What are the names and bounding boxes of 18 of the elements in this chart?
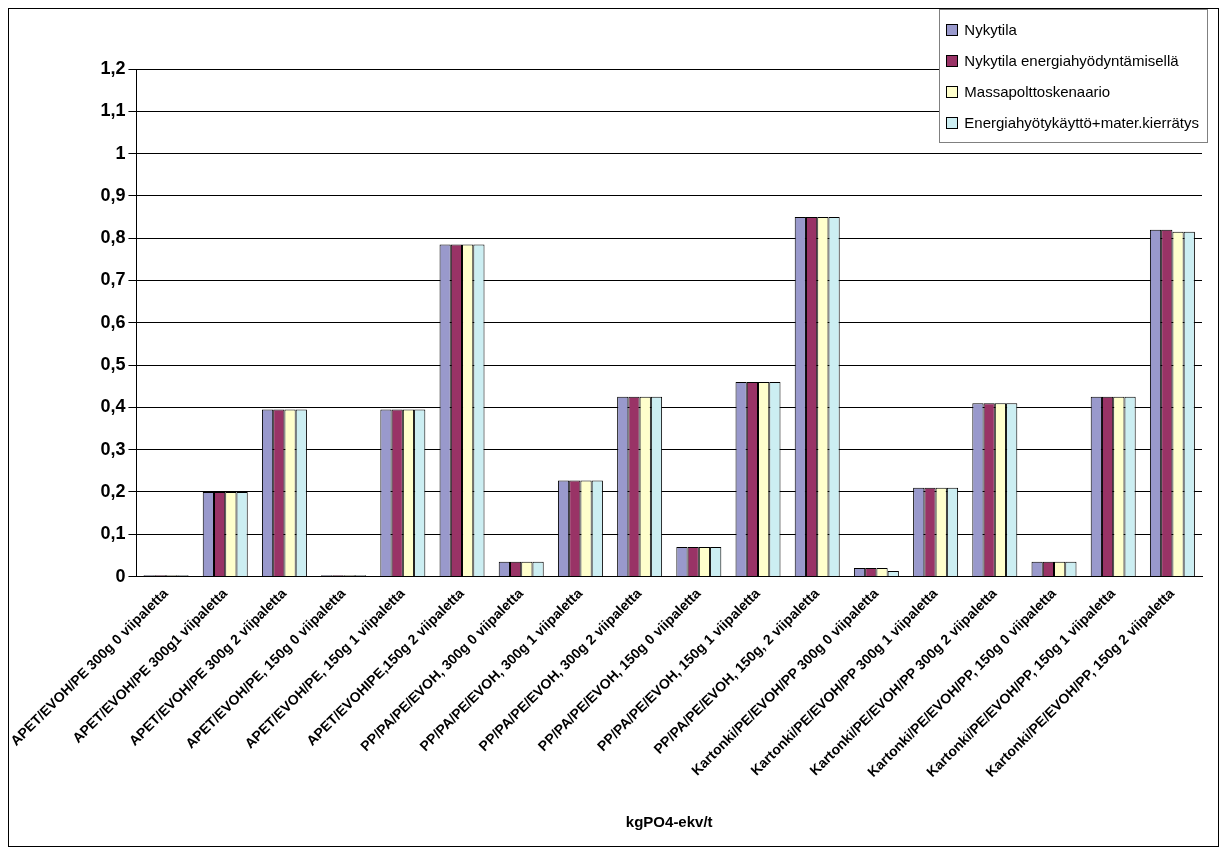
legend-label: Massapolttoskenaario xyxy=(964,83,1111,100)
legend-label: Nykytila xyxy=(964,21,1017,38)
y-tick-label: 1 xyxy=(115,142,126,163)
y-tick-label: 0,1 xyxy=(100,523,126,544)
y-tick-label: 0,9 xyxy=(100,184,126,205)
x-axis-title: kgPO4-ekv/t xyxy=(625,813,713,831)
legend-label: Energiahyötykäyttö+mater.kierrätys xyxy=(964,114,1199,131)
y-tick-label: 0,2 xyxy=(100,480,126,501)
y-tick-label: 0,5 xyxy=(100,354,126,375)
y-tick-label: 1,1 xyxy=(100,100,126,121)
y-tick-label: 0,6 xyxy=(100,311,126,332)
y-tick-label: 1,2 xyxy=(100,57,126,78)
y-tick-label: 0,8 xyxy=(100,227,126,248)
y-tick-label: 0,3 xyxy=(100,438,126,459)
y-tick-label: 0 xyxy=(115,565,126,586)
y-tick-label: 0,7 xyxy=(100,269,126,290)
legend-label: Nykytila energiahyödyntämisellä xyxy=(964,52,1179,69)
y-tick-label: 0,4 xyxy=(100,396,126,417)
